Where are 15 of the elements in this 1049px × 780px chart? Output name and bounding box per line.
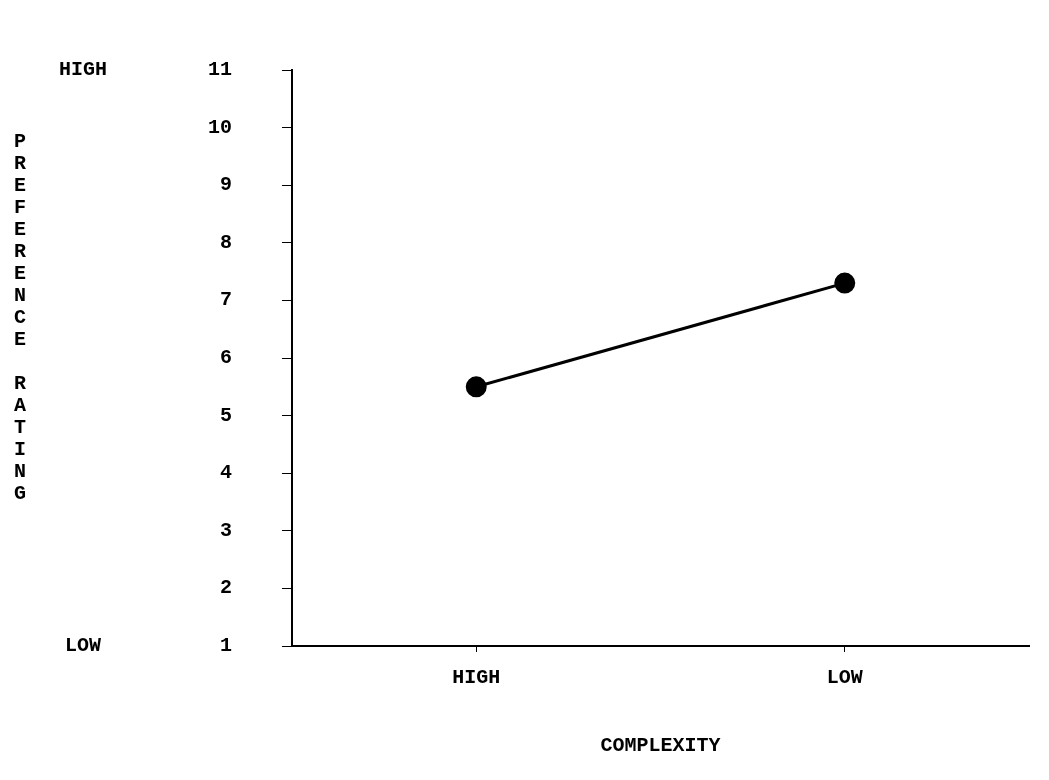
- text: PREFERENCE RATING: [13, 130, 27, 506]
- x-axis-title: COMPLEXITY: [600, 734, 721, 758]
- y-tick-label: 3: [219, 518, 232, 542]
- y-tick-label: 5: [219, 403, 232, 427]
- y-tick-label: 10: [207, 115, 232, 139]
- y-tick-label: 7: [219, 288, 232, 312]
- y-tick-label: 8: [219, 230, 232, 254]
- text: LOW: [64, 634, 102, 658]
- y-tick-label: 11: [207, 58, 232, 82]
- y-tick-label: 4: [219, 461, 232, 485]
- y-tick-label: 2: [219, 576, 232, 600]
- y-tick-label: 9: [219, 173, 232, 197]
- y-tick-label: 6: [219, 346, 232, 370]
- y-tick-label: 1: [219, 634, 232, 658]
- text: HIGH: [58, 58, 108, 82]
